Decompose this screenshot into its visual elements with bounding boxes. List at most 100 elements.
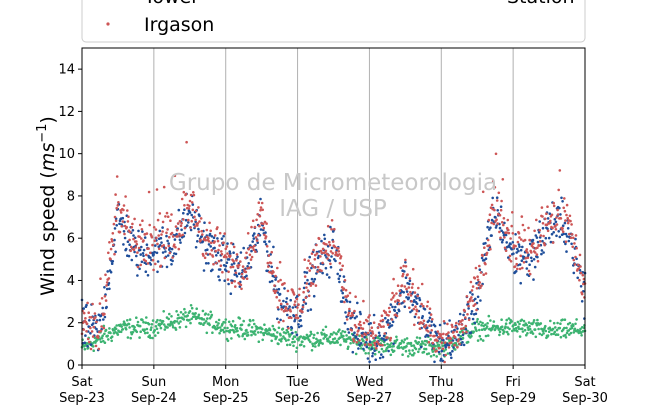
point bbox=[225, 261, 229, 265]
point bbox=[352, 333, 355, 337]
point bbox=[430, 329, 434, 332]
point bbox=[154, 244, 157, 247]
point bbox=[433, 360, 436, 364]
point bbox=[459, 337, 463, 341]
point bbox=[374, 334, 378, 337]
point bbox=[342, 287, 346, 291]
point bbox=[322, 337, 326, 340]
point bbox=[220, 250, 223, 253]
point bbox=[229, 252, 232, 255]
point bbox=[336, 272, 340, 276]
point bbox=[363, 343, 367, 346]
point bbox=[520, 259, 524, 263]
point bbox=[500, 229, 503, 232]
point bbox=[200, 229, 203, 233]
point bbox=[89, 343, 93, 346]
point bbox=[226, 339, 230, 343]
point bbox=[147, 322, 151, 326]
point bbox=[99, 277, 102, 281]
point bbox=[498, 213, 502, 217]
point bbox=[114, 250, 117, 254]
point bbox=[439, 357, 443, 361]
point bbox=[171, 326, 175, 329]
point bbox=[330, 219, 334, 222]
point bbox=[513, 329, 516, 332]
point bbox=[399, 292, 402, 295]
point bbox=[550, 232, 554, 236]
point bbox=[579, 327, 582, 331]
point bbox=[472, 330, 476, 334]
point bbox=[347, 311, 351, 315]
point bbox=[183, 208, 186, 211]
point bbox=[371, 354, 374, 358]
point bbox=[227, 320, 231, 324]
point bbox=[194, 220, 197, 223]
point bbox=[580, 300, 584, 303]
point bbox=[259, 331, 263, 334]
point bbox=[122, 230, 126, 233]
point bbox=[416, 294, 420, 298]
point bbox=[410, 286, 414, 289]
point bbox=[427, 340, 431, 344]
point bbox=[405, 296, 408, 299]
point bbox=[177, 247, 181, 251]
point bbox=[378, 323, 382, 327]
point bbox=[251, 240, 254, 243]
point bbox=[101, 334, 104, 338]
point bbox=[170, 247, 174, 251]
point bbox=[191, 203, 195, 206]
point bbox=[353, 323, 357, 327]
point bbox=[515, 262, 518, 266]
point bbox=[342, 334, 345, 338]
point bbox=[527, 321, 531, 324]
point bbox=[348, 307, 351, 311]
point bbox=[356, 301, 359, 305]
point bbox=[141, 230, 144, 233]
point bbox=[155, 236, 158, 240]
point bbox=[461, 318, 464, 322]
point bbox=[437, 335, 440, 339]
point bbox=[119, 330, 123, 334]
point bbox=[531, 238, 535, 242]
point bbox=[262, 333, 266, 337]
point bbox=[542, 251, 545, 254]
point bbox=[507, 231, 511, 235]
point bbox=[435, 334, 439, 337]
point bbox=[151, 336, 154, 340]
point bbox=[514, 270, 518, 273]
point bbox=[574, 322, 577, 326]
point bbox=[245, 328, 248, 332]
point bbox=[295, 350, 298, 353]
point bbox=[194, 209, 198, 213]
point bbox=[408, 279, 412, 283]
point bbox=[569, 331, 573, 335]
point bbox=[546, 229, 550, 233]
point bbox=[231, 319, 235, 323]
point bbox=[436, 339, 439, 343]
point bbox=[179, 224, 183, 228]
point bbox=[188, 199, 192, 203]
point bbox=[156, 331, 160, 335]
point bbox=[341, 291, 345, 295]
point bbox=[210, 313, 214, 317]
point bbox=[430, 320, 434, 323]
point bbox=[410, 309, 414, 312]
point bbox=[489, 319, 492, 322]
point bbox=[401, 272, 405, 276]
point bbox=[166, 326, 169, 329]
point bbox=[251, 234, 255, 237]
point bbox=[570, 326, 574, 330]
point bbox=[179, 241, 182, 244]
point bbox=[354, 352, 358, 356]
point bbox=[533, 229, 536, 233]
point bbox=[573, 327, 577, 331]
point bbox=[552, 321, 556, 325]
point bbox=[301, 305, 305, 309]
point bbox=[431, 350, 435, 353]
y-tick-label: 6 bbox=[67, 232, 75, 247]
point bbox=[129, 245, 133, 249]
point bbox=[406, 355, 410, 358]
point bbox=[246, 331, 249, 334]
point bbox=[492, 320, 496, 323]
point bbox=[149, 328, 153, 332]
